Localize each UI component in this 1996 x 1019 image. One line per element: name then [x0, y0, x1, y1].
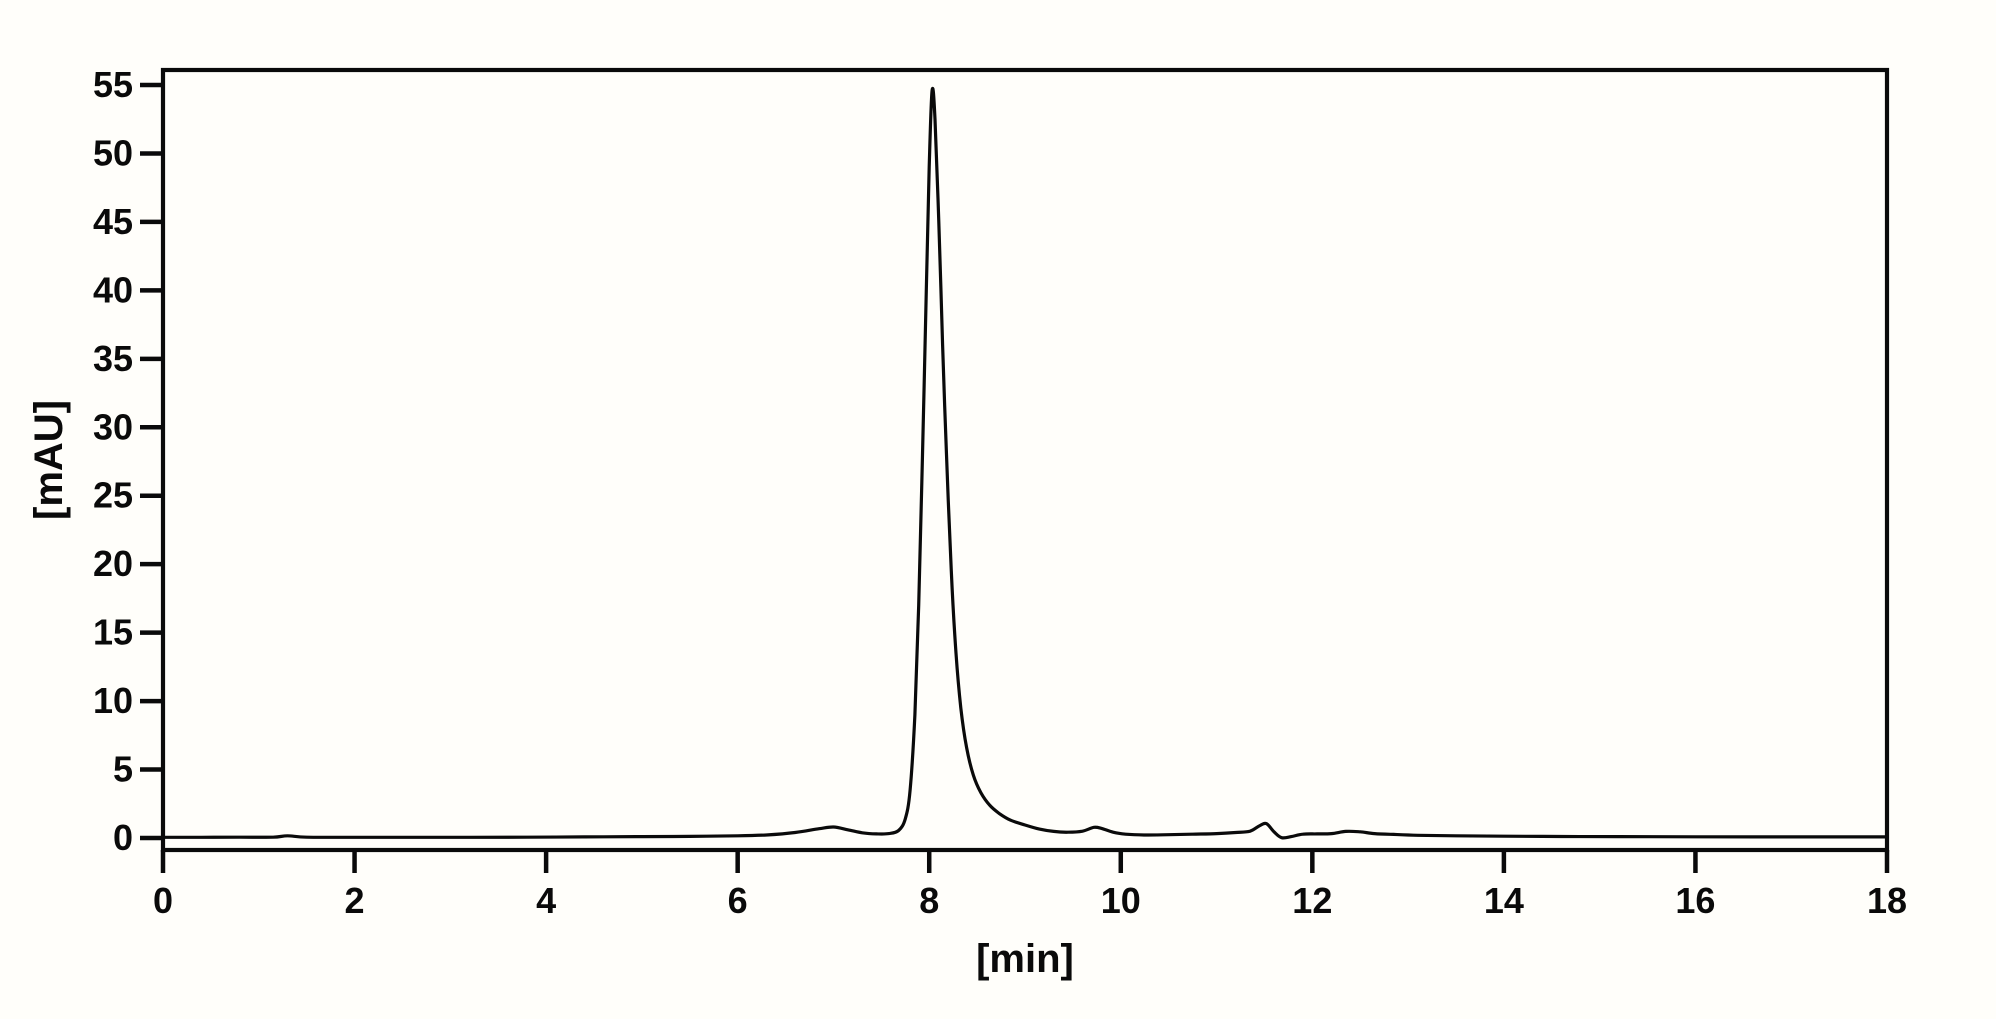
plot-frame [160, 67, 1890, 853]
y-axis-tick-label: 10 [93, 680, 133, 721]
y-axis-tick-label: 0 [113, 817, 133, 858]
y-axis-tick-label: 50 [93, 132, 133, 173]
y-axis-title: [mAU] [27, 400, 71, 520]
y-axis-tick-label: 15 [93, 612, 133, 653]
y-axis-tick-label: 40 [93, 269, 133, 310]
x-axis-title: [min] [976, 937, 1074, 981]
x-axis-tick-label: 6 [728, 880, 748, 921]
x-axis-tick-label: 4 [536, 880, 556, 921]
x-axis-tick-label: 10 [1101, 880, 1141, 921]
x-axis-tick-label: 16 [1675, 880, 1715, 921]
signal-trace [161, 86, 1889, 840]
axis-ticks-layer: 0 5 10 15 20 25 30 35 40 45 50 55 0 2 4 6 8 10 12 14 16 18 [93, 64, 1907, 921]
y-axis-tick-label: 30 [93, 406, 133, 447]
y-axis-tick-label: 25 [93, 475, 133, 516]
x-axis-tick-label: 14 [1484, 880, 1524, 921]
x-axis-tick-label: 8 [919, 880, 939, 921]
y-axis-tick-label: 5 [113, 749, 133, 790]
x-axis-tick-label: 12 [1292, 880, 1332, 921]
y-axis-tick-label: 35 [93, 338, 133, 379]
y-axis-tick-label: 20 [93, 543, 133, 584]
x-axis-tick-label: 18 [1867, 880, 1907, 921]
y-axis-tick-label: 45 [93, 201, 133, 242]
y-axis-tick-label: 55 [93, 64, 133, 105]
x-axis-tick-label: 2 [345, 880, 365, 921]
x-axis-tick-label: 0 [153, 880, 173, 921]
